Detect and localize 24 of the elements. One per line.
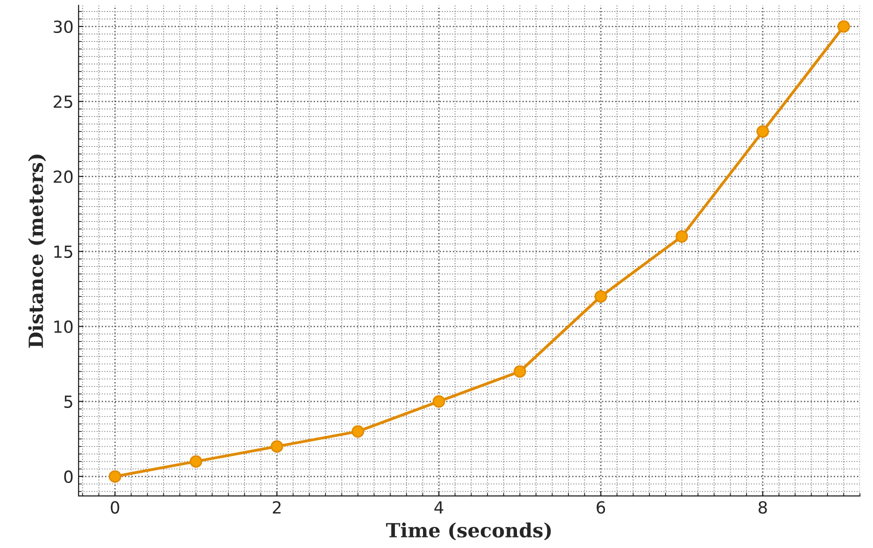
y-axis-title: Distance (meters) bbox=[28, 154, 46, 348]
x-tick-label: 2 bbox=[272, 501, 281, 514]
y-tick-label: 15 bbox=[54, 246, 72, 258]
y-tick-label: 20 bbox=[54, 170, 73, 184]
point bbox=[594, 290, 608, 303]
point bbox=[108, 470, 122, 483]
point bbox=[270, 440, 284, 453]
point bbox=[756, 125, 769, 138]
x-tick-label: 8 bbox=[758, 501, 767, 514]
point bbox=[837, 20, 850, 33]
y-tick-label: 0 bbox=[64, 470, 73, 484]
y-tick-label: 30 bbox=[54, 20, 73, 34]
x-axis-title: Time (seconds) bbox=[386, 522, 551, 540]
point bbox=[676, 230, 688, 243]
y-tick-label: 25 bbox=[54, 95, 72, 108]
x-tick-label: 6 bbox=[596, 501, 606, 514]
point bbox=[514, 365, 526, 378]
point bbox=[352, 425, 364, 438]
point bbox=[190, 455, 202, 468]
point bbox=[432, 395, 446, 408]
x-tick-label: 4 bbox=[434, 501, 444, 514]
y-tick-label: 5 bbox=[64, 396, 72, 408]
x-tick-label: 0 bbox=[110, 501, 120, 514]
y-tick-label: 10 bbox=[54, 320, 73, 334]
